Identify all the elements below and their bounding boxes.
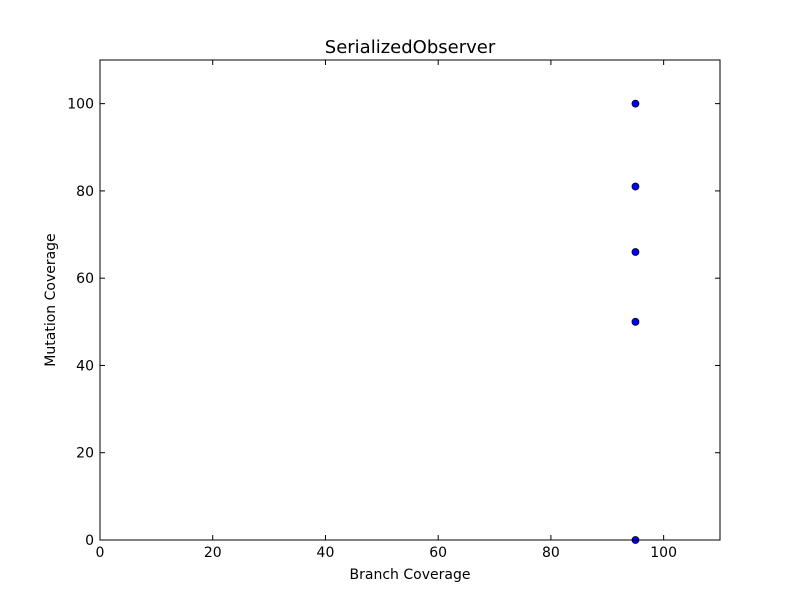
y-tick-label: 20 (76, 446, 94, 462)
y-tick-label: 40 (76, 358, 94, 374)
y-tick-label: 100 (67, 97, 94, 113)
data-point (631, 99, 640, 108)
data-point (631, 317, 640, 326)
x-tick-label: 40 (317, 545, 335, 561)
x-tick-label: 20 (204, 545, 222, 561)
data-point (631, 182, 640, 191)
y-axis-label: Mutation Coverage (43, 233, 59, 366)
y-tick-label: 60 (76, 271, 94, 287)
x-axis-label: Branch Coverage (350, 567, 471, 583)
x-tick-label: 60 (429, 545, 447, 561)
data-point (631, 248, 640, 256)
plot-layer (631, 99, 640, 544)
x-tick-label: 0 (96, 545, 105, 561)
y-axis-ticks: 0 20 40 60 80 100 (67, 97, 720, 549)
chart-title: SerializedObserver (325, 37, 496, 58)
x-tick-label: 80 (542, 545, 560, 561)
plot-area-frame (99, 59, 721, 541)
x-tick-label: 100 (650, 545, 677, 561)
y-tick-label: 0 (85, 533, 94, 549)
x-axis-ticks: 0 20 40 60 80 100 (96, 60, 677, 561)
y-tick-label: 80 (76, 184, 94, 200)
